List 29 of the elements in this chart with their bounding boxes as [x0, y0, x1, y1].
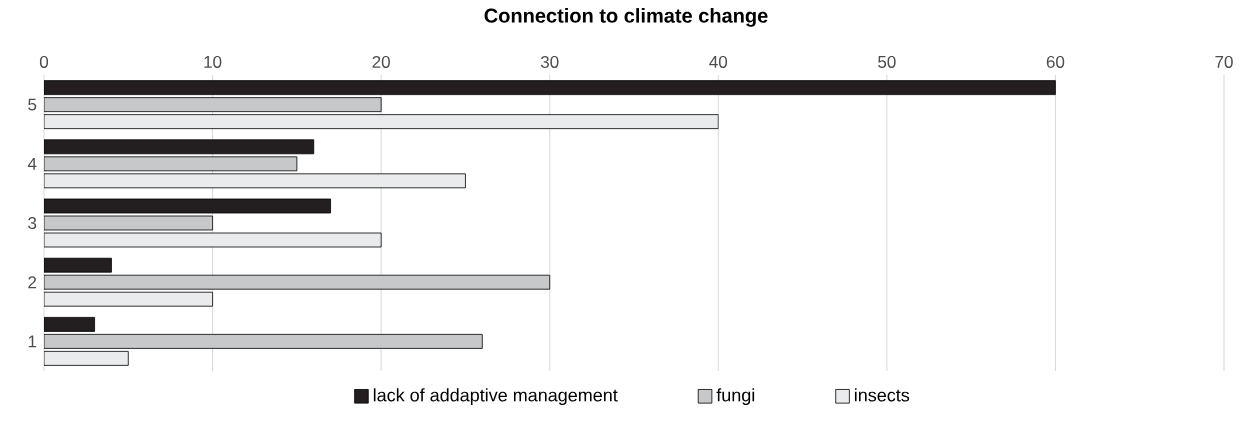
- x-tick-label: 10: [204, 55, 222, 68]
- y-tick-label: 2: [28, 276, 37, 289]
- bar: [44, 274, 551, 290]
- x-tick-label: 60: [1046, 55, 1065, 68]
- legend-label: insects: [854, 388, 910, 402]
- bar: [44, 97, 382, 113]
- x-tick-label: 40: [709, 55, 728, 68]
- bar: [44, 173, 466, 189]
- legend-label: fungi: [716, 388, 755, 406]
- bar: [44, 156, 298, 172]
- bar: [44, 139, 315, 155]
- bar: [44, 80, 1056, 96]
- bar: [44, 114, 719, 130]
- x-tick-label: 50: [878, 55, 896, 68]
- bar: [44, 334, 483, 349]
- x-tick-label: 20: [372, 55, 390, 68]
- bar: [44, 351, 129, 366]
- y-tick-label: 1: [28, 335, 37, 348]
- y-tick-label: 3: [28, 217, 37, 230]
- x-tick-label: 0: [39, 55, 49, 68]
- bar: [44, 291, 213, 307]
- x-tick-label: 70: [1215, 55, 1233, 68]
- bar: [44, 317, 95, 332]
- chart-title: Connection to climate change: [484, 8, 768, 27]
- y-tick-label: 4: [27, 157, 37, 170]
- y-tick-label: 5: [28, 98, 37, 111]
- bar: [44, 257, 112, 273]
- legend-label: lack of addaptive management: [373, 388, 618, 406]
- x-tick-label: 30: [540, 55, 559, 68]
